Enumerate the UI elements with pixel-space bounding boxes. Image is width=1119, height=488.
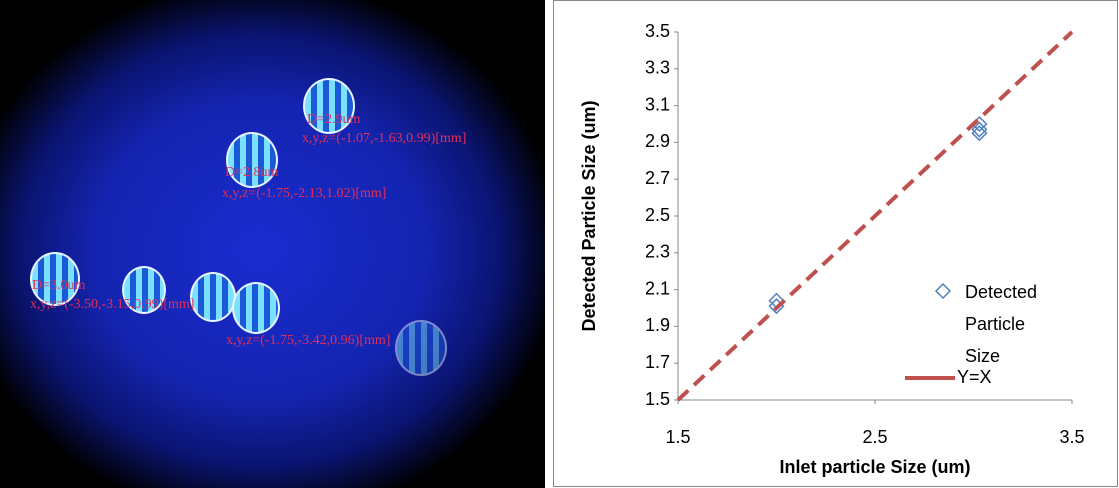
y-tick-label: 3.1 (645, 94, 670, 114)
page: D=2.9um x,y,z=(-1.07,-1.63,0.99)[mm] D=2… (0, 0, 1119, 488)
annotation: D=2.9um (307, 112, 360, 128)
particle (190, 272, 236, 322)
particle (395, 320, 447, 376)
x-axis-title: Inlet particle Size (um) (779, 457, 970, 477)
annotation: x,y,z=(-1.75,-3.42,0.96)[mm] (226, 333, 390, 349)
y-tick-label: 2.7 (645, 168, 670, 188)
chart-border (554, 1, 1118, 487)
y-tick-label: 3.5 (645, 21, 670, 41)
y-tick-label: 2.5 (645, 205, 670, 225)
annotation: D=3.0um (32, 278, 85, 294)
x-tick-label: 1.5 (665, 427, 690, 447)
annotation: x,y,z=(-1.07,-1.63,0.99)[mm] (302, 131, 466, 147)
particle-image: D=2.9um x,y,z=(-1.07,-1.63,0.99)[mm] D=2… (0, 0, 545, 488)
annotation: D=2.8um (225, 165, 278, 181)
x-tick-label: 2.5 (862, 427, 887, 447)
particle (232, 282, 280, 334)
chart: Inlet particle Size (um) Detected Partic… (553, 0, 1119, 488)
x-tick-label: 3.5 (1059, 427, 1084, 447)
y-tick-label: 3.3 (645, 58, 670, 78)
y-tick-label: 2.3 (645, 242, 670, 262)
y-tick-label: 1.9 (645, 315, 670, 335)
annotation: x,y,z=(-3.50,-3.15,0.99)[mm] (30, 297, 194, 313)
y-tick-label: 2.9 (645, 131, 670, 151)
y-axis-title: Detected Particle Size (um) (579, 100, 599, 331)
y-tick-label: 1.5 (645, 389, 670, 409)
y-tick-label: 2.1 (645, 278, 670, 298)
annotation: x,y,z=(-1.75,-2.13,1.02)[mm] (222, 186, 386, 202)
y-tick-label: 1.7 (645, 352, 670, 372)
legend-label: Detected Particle Size (965, 276, 1055, 372)
